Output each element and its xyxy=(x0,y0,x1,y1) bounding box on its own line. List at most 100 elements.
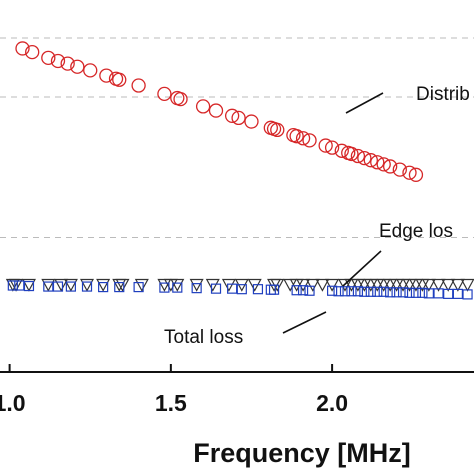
point-triangle xyxy=(134,278,149,292)
point-circle xyxy=(83,63,98,78)
point-square xyxy=(304,285,315,296)
point-triangle xyxy=(41,278,56,292)
point-circle xyxy=(15,41,30,56)
point-square xyxy=(191,283,202,294)
point-circle xyxy=(112,72,127,87)
point-triangle xyxy=(315,278,330,292)
point-square xyxy=(359,286,370,297)
point-square xyxy=(346,286,357,297)
grid-lines xyxy=(0,37,474,238)
point-triangle xyxy=(163,278,178,292)
point-square xyxy=(236,284,247,295)
point-square xyxy=(23,280,35,292)
point-triangle xyxy=(296,278,311,292)
point-circle xyxy=(70,59,85,74)
point-square xyxy=(210,283,222,294)
annotation-edge: Edge los xyxy=(379,221,453,242)
point-square xyxy=(159,282,170,293)
leader-edge xyxy=(342,250,382,287)
point-square xyxy=(410,287,422,298)
point-circle xyxy=(157,86,172,102)
point-circle xyxy=(334,143,349,158)
point-square xyxy=(98,281,109,293)
point-triangle xyxy=(9,278,24,292)
x-tick-label-1: 1.5 xyxy=(155,390,187,416)
point-circle xyxy=(370,155,385,170)
point-square xyxy=(327,285,338,296)
point-square xyxy=(352,286,364,297)
point-circle xyxy=(324,140,340,155)
point-square xyxy=(81,281,93,292)
point-square xyxy=(443,288,454,299)
point-square xyxy=(7,280,18,291)
point-square xyxy=(14,280,25,291)
point-circle xyxy=(173,91,188,107)
point-square xyxy=(133,281,144,293)
point-circle xyxy=(344,146,359,162)
point-circle xyxy=(357,150,372,166)
point-square xyxy=(452,288,463,299)
point-circle xyxy=(363,153,378,168)
point-square xyxy=(339,286,351,297)
point-triangle xyxy=(205,278,220,292)
point-circle xyxy=(99,68,114,83)
point-triangle xyxy=(170,278,185,292)
series-layer xyxy=(5,41,474,300)
annotation-distributed: Distrib xyxy=(416,84,470,105)
point-circle xyxy=(289,129,304,144)
point-square xyxy=(43,281,54,292)
point-triangle xyxy=(431,278,446,292)
point-square xyxy=(385,287,396,298)
point-square xyxy=(372,286,383,297)
point-square xyxy=(378,286,389,297)
point-circle xyxy=(383,159,398,174)
series-1 xyxy=(5,278,474,292)
point-square xyxy=(433,288,444,299)
point-triangle xyxy=(115,278,130,292)
series-0 xyxy=(15,41,424,182)
point-circle xyxy=(302,133,317,148)
point-circle xyxy=(244,114,259,129)
point-circle xyxy=(60,56,75,71)
point-triangle xyxy=(79,278,95,292)
point-square xyxy=(365,286,376,297)
leader-total xyxy=(282,311,327,334)
point-circle xyxy=(208,103,224,118)
point-square xyxy=(423,288,434,299)
point-square xyxy=(391,287,402,298)
point-triangle xyxy=(96,278,111,292)
point-circle xyxy=(231,110,246,126)
point-square xyxy=(397,287,409,298)
point-circle xyxy=(224,108,240,123)
x-ticks xyxy=(8,364,334,372)
point-triangle xyxy=(283,278,298,292)
point-square xyxy=(291,285,302,296)
annotation-total: Total loss xyxy=(164,327,243,348)
point-triangle xyxy=(221,278,236,292)
x-axis-label: Frequency [MHz] xyxy=(193,438,411,468)
point-circle xyxy=(25,44,40,60)
point-circle xyxy=(295,131,311,146)
point-triangle xyxy=(305,278,320,292)
point-triangle xyxy=(421,278,436,292)
point-circle xyxy=(408,167,424,182)
point-circle xyxy=(195,99,211,114)
point-square xyxy=(333,286,344,297)
point-triangle xyxy=(63,278,78,292)
point-circle xyxy=(131,78,146,93)
point-circle xyxy=(392,162,407,177)
point-circle xyxy=(350,148,366,164)
point-triangle xyxy=(441,278,456,292)
x-tick-label-2: 2.0 xyxy=(316,390,348,416)
point-circle xyxy=(270,122,285,138)
point-square xyxy=(404,287,415,298)
point-square xyxy=(252,284,264,295)
series-2 xyxy=(7,280,473,300)
point-triangle xyxy=(54,278,69,292)
point-square xyxy=(172,282,183,293)
point-square xyxy=(114,281,125,293)
point-circle xyxy=(318,138,333,153)
point-square xyxy=(462,289,473,300)
point-triangle xyxy=(325,278,340,292)
point-square xyxy=(268,284,280,295)
